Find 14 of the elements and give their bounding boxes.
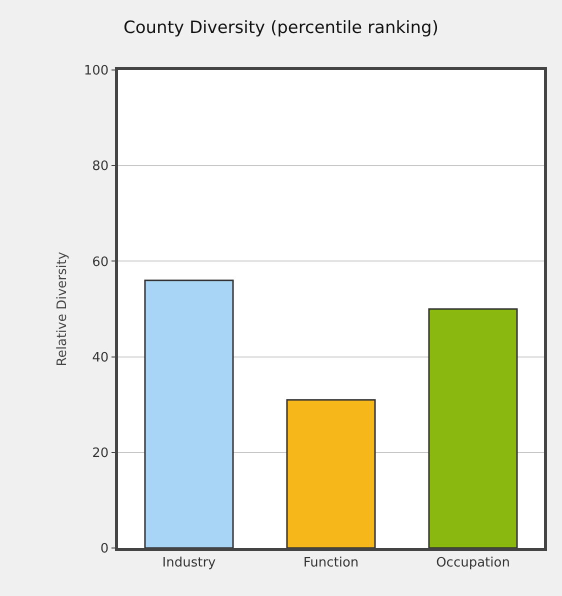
bar xyxy=(428,308,518,548)
y-tick-label: 0 xyxy=(100,542,109,557)
bar xyxy=(286,399,376,548)
y-tick-label: 60 xyxy=(92,254,109,270)
chart-title: County Diversity (percentile ranking) xyxy=(124,18,438,38)
y-tick-label: 80 xyxy=(92,159,109,174)
y-tick-label: 100 xyxy=(84,64,109,79)
y-axis-title: Relative Diversity xyxy=(54,252,70,366)
bar xyxy=(144,280,234,548)
y-tick-label: 20 xyxy=(92,446,109,461)
x-tick-label: Industry xyxy=(162,555,216,570)
x-tick-label: Function xyxy=(303,555,359,570)
y-tick-label: 40 xyxy=(92,350,109,366)
x-tick-label: Occupation xyxy=(436,555,510,570)
